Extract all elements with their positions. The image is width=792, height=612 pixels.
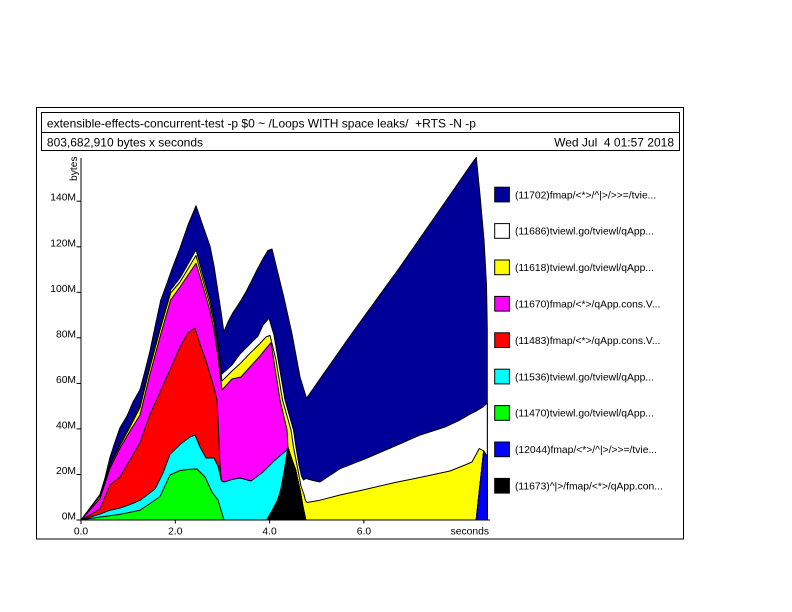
- svg-text:2.0: 2.0: [168, 527, 183, 538]
- svg-text:140M: 140M: [50, 193, 76, 204]
- svg-text:4.0: 4.0: [262, 527, 277, 538]
- svg-text:60M: 60M: [56, 375, 76, 386]
- svg-text:100M: 100M: [50, 284, 76, 295]
- svg-text:(11673)^|>/fmap/<*>/qApp.con..: (11673)^|>/fmap/<*>/qApp.con...: [515, 482, 663, 493]
- svg-text:(11536)tviewl.go/tviewl/qApp..: (11536)tviewl.go/tviewl/qApp...: [515, 372, 654, 383]
- svg-text:seconds: seconds: [451, 527, 489, 538]
- svg-text:6.0: 6.0: [357, 527, 372, 538]
- svg-text:80M: 80M: [56, 329, 76, 340]
- svg-text:0M: 0M: [62, 512, 76, 523]
- svg-text:bytes: bytes: [69, 156, 80, 181]
- svg-text:(11470)tviewl.go/tviewl/qApp..: (11470)tviewl.go/tviewl/qApp...: [515, 409, 654, 420]
- svg-text:(11686)tviewl.go/tviewl/qApp..: (11686)tviewl.go/tviewl/qApp...: [515, 227, 654, 238]
- svg-text:(11618)tviewl.go/tviewl/qApp..: (11618)tviewl.go/tviewl/qApp...: [515, 263, 654, 274]
- svg-text:Wed Jul 4 01:57 2018: Wed Jul 4 01:57 2018: [554, 136, 674, 150]
- svg-text:extensible-effects-concurrent-: extensible-effects-concurrent-test -p $0…: [47, 117, 476, 131]
- svg-text:(11670)fmap/<*>/qApp.cons.V...: (11670)fmap/<*>/qApp.cons.V...: [515, 300, 660, 311]
- svg-text:0.0: 0.0: [74, 527, 89, 538]
- svg-text:803,682,910 bytes x seconds: 803,682,910 bytes x seconds: [47, 136, 203, 150]
- svg-text:120M: 120M: [50, 238, 76, 249]
- svg-text:(11483)fmap/<*>/qApp.cons.V...: (11483)fmap/<*>/qApp.cons.V...: [515, 336, 660, 347]
- svg-text:40M: 40M: [56, 420, 76, 431]
- svg-text:20M: 20M: [56, 466, 76, 477]
- svg-text:(11702)fmap/<*>/^|>/>>=/tvie..: (11702)fmap/<*>/^|>/>>=/tvie...: [515, 190, 656, 201]
- svg-text:(12044)fmap/<*>/^|>/>>=/tvie..: (12044)fmap/<*>/^|>/>>=/tvie...: [515, 445, 657, 456]
